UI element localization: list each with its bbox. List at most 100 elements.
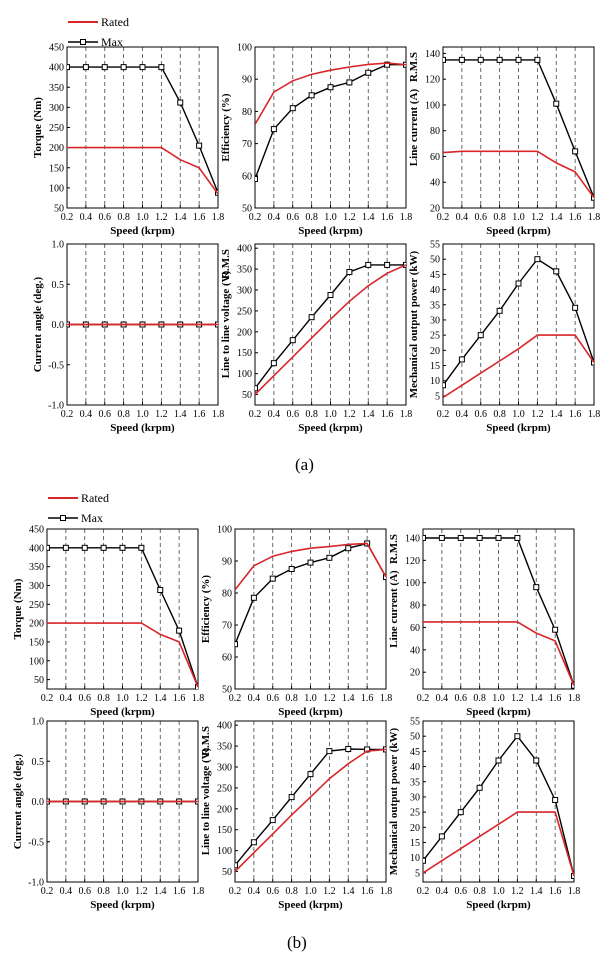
x-tick-label: 0.2 [437, 409, 450, 420]
x-tick-label: 1.4 [154, 693, 167, 704]
x-tick-label: 1.0 [492, 693, 505, 704]
data-point-max [345, 746, 352, 753]
y-tick-label: 15 [410, 838, 420, 849]
data-point-max [457, 809, 464, 816]
y-axis-label: Current angle (deg.) [12, 753, 24, 849]
y-axis-label: Line current (A) [408, 88, 420, 166]
x-tick-label: 1.2 [511, 886, 524, 897]
x-tick-label: 0.4 [60, 886, 73, 897]
x-tick-label: 1.6 [549, 693, 562, 704]
x-tick-label: 1.2 [531, 409, 544, 420]
x-tick-label: 0.4 [456, 212, 469, 223]
y-tick-label: 1.0 [32, 717, 45, 728]
data-point-max [591, 359, 594, 366]
chart-a-torque: 0.2 0.4 0.6 0.8 1.0 1.2 1.4 1.6 1.8 50 100 150 200 25… [32, 43, 224, 238]
data-point-max [255, 176, 258, 183]
x-tick-label: 0.4 [268, 212, 281, 223]
x-tick-label: 0.8 [285, 886, 298, 897]
series-group [235, 540, 386, 648]
y-tick-label: 120 [405, 556, 420, 567]
x-axis-label: Speed (krpm) [278, 899, 343, 911]
y-tick-label: 300 [217, 763, 232, 774]
data-point-max [101, 64, 108, 71]
y-axis-label: Efficiency (%) [200, 575, 212, 643]
y-tick-label: 20 [410, 823, 420, 834]
x-tick-label: 1.0 [304, 693, 317, 704]
x-axis-label: Speed (krpm) [486, 422, 551, 434]
series-line-rated [423, 621, 574, 686]
y-tick-label: 40 [430, 178, 440, 189]
y-tick-label: 5 [415, 868, 420, 879]
x-tick-label: 1.4 [174, 409, 187, 420]
data-point-max [327, 84, 334, 91]
legend-a-max-marker [80, 39, 86, 45]
data-point-max [384, 261, 391, 268]
data-point-max [62, 544, 69, 551]
x-tick-label: 1.8 [212, 409, 225, 420]
chart-panels: 0.2 0.4 0.6 0.8 1.0 1.2 1.4 1.6 1.8 50 100 150 200 25… [12, 43, 600, 912]
x-tick-label: 1.8 [380, 693, 393, 704]
data-point-max [496, 307, 503, 314]
y-tick-label: 90 [222, 557, 232, 568]
data-point-max [515, 56, 522, 63]
y-tick-label: 20 [410, 668, 420, 679]
y-tick-label: 100 [49, 183, 64, 194]
data-point-max [139, 64, 146, 71]
chart-a-efficiency: 0.2 0.4 0.6 0.8 1.0 1.2 1.4 1.6 1.8 50 60 70 80 90 100… [220, 43, 412, 238]
x-axis-label: Speed (krpm) [486, 225, 551, 237]
y-tick-label: 50 [242, 204, 252, 215]
data-point-max [288, 566, 295, 572]
x-tick-label: 1.4 [342, 886, 355, 897]
y-tick-label: 60 [430, 152, 440, 163]
y-axis-label: Current angle (deg.) [32, 276, 44, 372]
data-point-max [534, 256, 541, 263]
data-point-max [365, 261, 372, 268]
chart-a-voltage: 0.2 0.4 0.6 0.8 1.0 1.2 1.4 1.6 1.8 50 100 150 200 25… [220, 243, 412, 434]
y-tick-label: 60 [222, 653, 232, 664]
series-group [235, 746, 386, 873]
data-point-max [476, 784, 483, 791]
x-tick-label: 1.6 [361, 886, 374, 897]
series-line-rated [443, 150, 594, 199]
x-axis-label: Speed (krpm) [90, 899, 155, 911]
y-tick-label: 50 [54, 204, 64, 215]
x-tick-label: 1.0 [116, 693, 129, 704]
y-tick-label: 100 [405, 578, 420, 589]
x-tick-label: 0.2 [61, 212, 74, 223]
x-tick-label: 1.2 [323, 886, 336, 897]
x-tick-label: 1.4 [362, 212, 375, 223]
series-line-rated [255, 264, 406, 396]
x-tick-label: 1.6 [549, 886, 562, 897]
x-tick-label: 1.0 [324, 409, 337, 420]
series-group [255, 261, 406, 396]
y-tick-label: -0.5 [28, 837, 44, 848]
series-line-rated [255, 62, 406, 125]
data-point-max [438, 534, 445, 541]
chart-a-current: 0.2 0.4 0.6 0.8 1.0 1.2 1.4 1.6 1.8 20 40 60 80 100 12… [408, 46, 600, 237]
data-point-max [157, 586, 164, 593]
figure-caption-b: (b) [287, 933, 307, 952]
y-tick-label: 0.5 [32, 757, 45, 768]
x-tick-label: 1.2 [155, 409, 168, 420]
y-tick-label: 350 [237, 265, 252, 276]
x-tick-label: 0.4 [80, 409, 93, 420]
data-point-max [288, 794, 295, 801]
y-tick-label: -1.0 [48, 401, 64, 412]
data-point-max [269, 817, 276, 824]
data-point-max [270, 360, 277, 367]
x-tick-label: 1.8 [568, 693, 581, 704]
x-tick-label: 0.4 [248, 693, 261, 704]
data-point-max [250, 594, 257, 601]
data-point-max [553, 268, 560, 275]
x-tick-label: 1.6 [361, 693, 374, 704]
y-tick-label: 300 [49, 103, 64, 114]
series-group [423, 534, 574, 689]
data-point-max [423, 857, 426, 864]
x-tick-label: 1.2 [135, 693, 148, 704]
x-tick-label: 0.8 [97, 693, 110, 704]
x-tick-label: 1.2 [135, 886, 148, 897]
x-axis-label: Speed (krpm) [278, 706, 343, 718]
data-point-max [572, 304, 579, 311]
y-tick-label: 70 [222, 621, 232, 632]
x-tick-label: 1.0 [512, 212, 525, 223]
